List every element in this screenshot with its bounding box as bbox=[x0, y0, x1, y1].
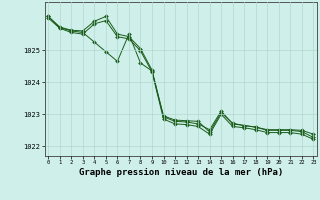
X-axis label: Graphe pression niveau de la mer (hPa): Graphe pression niveau de la mer (hPa) bbox=[79, 168, 283, 177]
